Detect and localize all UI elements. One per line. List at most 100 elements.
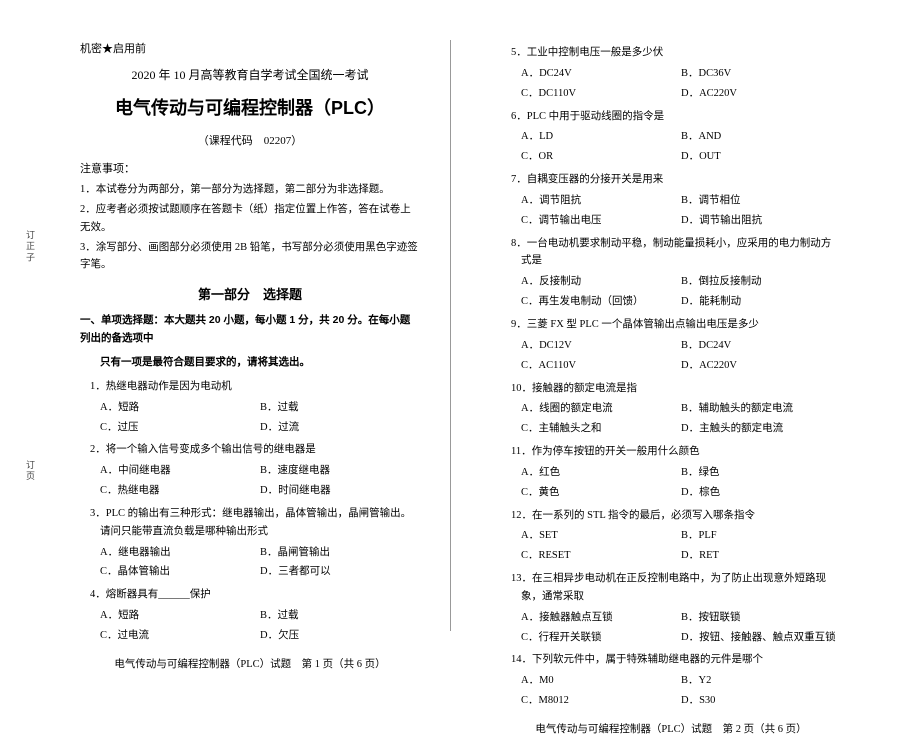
q8-opts: A．反接制动 B．倒拉反接制动 C．再生发电制动（回馈） D．能耗制动 bbox=[521, 272, 841, 312]
q13-opts: A．接触器触点互锁 B．按钮联锁 C．行程开关联锁 D．按钮、接触器、触点双重互… bbox=[521, 608, 841, 648]
q1-opts: A．短路 B．过载 C．过压 D．过流 bbox=[100, 398, 420, 438]
q12-opt: D．RET bbox=[681, 547, 841, 565]
q4-opt: B．过载 bbox=[260, 607, 420, 625]
q9-opt: B．DC24V bbox=[681, 337, 841, 355]
q8-opt: A．反接制动 bbox=[521, 273, 681, 291]
q13-opt: B．按钮联锁 bbox=[681, 609, 841, 627]
q2-stem: 2．将一个输入信号变成多个输出信号的继电器是 bbox=[90, 441, 420, 459]
q5-opt: B．DC36V bbox=[681, 65, 841, 83]
q7-opt: A．调节阻抗 bbox=[521, 192, 681, 210]
q12-opt: C．RESET bbox=[521, 547, 681, 565]
q5-opt: A．DC24V bbox=[521, 65, 681, 83]
q10-opt: A．线圈的额定电流 bbox=[521, 400, 681, 418]
footer-page1: 电气传动与可编程控制器（PLC）试题 第 1 页（共 6 页） bbox=[80, 656, 420, 674]
section-desc-line1: 一、单项选择题：本大题共 20 小题，每小题 1 分，共 20 分。在每小题列出… bbox=[80, 312, 420, 348]
q7-opt: C．调节输出电压 bbox=[521, 212, 681, 230]
section-desc-line2: 只有一项是最符合题目要求的，请将其选出。 bbox=[80, 354, 420, 372]
q8-stem: 8．一台电动机要求制动平稳，制动能量损耗小，应采用的电力制动方式是 bbox=[511, 235, 841, 271]
side-mark-1: 订 正 子 bbox=[24, 230, 37, 262]
q5-stem: 5．工业中控制电压一般是多少伏 bbox=[511, 44, 841, 62]
q10-opt: B．辅助触头的额定电流 bbox=[681, 400, 841, 418]
q6-opt: B．AND bbox=[681, 128, 841, 146]
q10-opt: C．主辅触头之和 bbox=[521, 420, 681, 438]
q3-stem: 3．PLC 的输出有三种形式：继电器输出，晶体管输出，晶闸管输出。请问只能带直流… bbox=[90, 505, 420, 541]
q4-opt: D．欠压 bbox=[260, 627, 420, 645]
q7-stem: 7．自耦变压器的分接开关是用来 bbox=[511, 171, 841, 189]
q14-opt: A．M0 bbox=[521, 672, 681, 690]
q6-opts: A．LD B．AND C．OR D．OUT bbox=[521, 127, 841, 167]
q3-opts: A．继电器输出 B．晶闸管输出 C．晶体管输出 D．三者都可以 bbox=[100, 543, 420, 583]
q9-opt: A．DC12V bbox=[521, 337, 681, 355]
q6-stem: 6．PLC 中用于驱动线圈的指令是 bbox=[511, 108, 841, 126]
sheet: 订 正 子 订 页 机密★启用前 2020 年 10 月高等教育自学考试全国统一… bbox=[0, 0, 920, 651]
q8-opt: C．再生发电制动（回馈） bbox=[521, 293, 681, 311]
q2-opt: C．热继电器 bbox=[100, 482, 260, 500]
q10-stem: 10．接触器的额定电流是指 bbox=[511, 380, 841, 398]
q6-opt: A．LD bbox=[521, 128, 681, 146]
q2-opts: A．中间继电器 B．速度继电器 C．热继电器 D．时间继电器 bbox=[100, 461, 420, 501]
q14-stem: 14．下列软元件中，属于特殊辅助继电器的元件是哪个 bbox=[511, 651, 841, 669]
q14-opt: D．S30 bbox=[681, 692, 841, 710]
q11-opt: C．黄色 bbox=[521, 484, 681, 502]
q4-opts: A．短路 B．过载 C．过电流 D．欠压 bbox=[100, 606, 420, 646]
q9-opt: C．AC110V bbox=[521, 357, 681, 375]
q12-opt: A．SET bbox=[521, 527, 681, 545]
notice-item: 1．本试卷分为两部分，第一部分为选择题，第二部分为非选择题。 bbox=[80, 181, 420, 199]
q2-opt: B．速度继电器 bbox=[260, 462, 420, 480]
side-mark-2: 订 页 bbox=[24, 460, 37, 480]
q10-opt: D．主触头的额定电流 bbox=[681, 420, 841, 438]
q10-opts: A．线圈的额定电流 B．辅助触头的额定电流 C．主辅触头之和 D．主触头的额定电… bbox=[521, 399, 841, 439]
q13-opt: D．按钮、接触器、触点双重互锁 bbox=[681, 629, 841, 647]
q6-opt: C．OR bbox=[521, 148, 681, 166]
q11-opts: A．红色 B．绿色 C．黄色 D．棕色 bbox=[521, 463, 841, 503]
notice-item: 2．应考者必须按试题顺序在答题卡（纸）指定位置上作答，答在试卷上无效。 bbox=[80, 201, 420, 237]
q12-stem: 12．在一系列的 STL 指令的最后，必须写入哪条指令 bbox=[511, 507, 841, 525]
q4-opt: C．过电流 bbox=[100, 627, 260, 645]
q13-stem: 13．在三相异步电动机在正反控制电路中，为了防止出现意外短路现象，通常采取 bbox=[511, 570, 841, 606]
q4-stem: 4．熔断器具有______保护 bbox=[90, 586, 420, 604]
q13-opt: C．行程开关联锁 bbox=[521, 629, 681, 647]
q9-opt: D．AC220V bbox=[681, 357, 841, 375]
q11-opt: B．绿色 bbox=[681, 464, 841, 482]
q4-opt: A．短路 bbox=[100, 607, 260, 625]
page-1: 机密★启用前 2020 年 10 月高等教育自学考试全国统一考试 电气传动与可编… bbox=[50, 30, 450, 641]
q1-opt-c: C．过压 bbox=[100, 419, 260, 437]
q5-opt: C．DC110V bbox=[521, 85, 681, 103]
q1-stem: 1．热继电器动作是因为电动机 bbox=[90, 378, 420, 396]
q2-opt: A．中间继电器 bbox=[100, 462, 260, 480]
q9-opts: A．DC12V B．DC24V C．AC110V D．AC220V bbox=[521, 336, 841, 376]
q1-opt-a: A．短路 bbox=[100, 399, 260, 417]
q11-stem: 11．作为停车按钮的开关一般用什么颜色 bbox=[511, 443, 841, 461]
q11-opt: D．棕色 bbox=[681, 484, 841, 502]
page-gutter bbox=[450, 40, 471, 631]
notice-head: 注意事项： bbox=[80, 160, 420, 179]
q3-opt: B．晶闸管输出 bbox=[260, 544, 420, 562]
q6-opt: D．OUT bbox=[681, 148, 841, 166]
q7-opts: A．调节阻抗 B．调节相位 C．调节输出电压 D．调节输出阻抗 bbox=[521, 191, 841, 231]
q7-opt: D．调节输出阻抗 bbox=[681, 212, 841, 230]
q12-opts: A．SET B．PLF C．RESET D．RET bbox=[521, 526, 841, 566]
exam-header: 2020 年 10 月高等教育自学考试全国统一考试 bbox=[80, 65, 420, 85]
q1-opt-d: D．过流 bbox=[260, 419, 420, 437]
q13-opt: A．接触器触点互锁 bbox=[521, 609, 681, 627]
q3-opt: A．继电器输出 bbox=[100, 544, 260, 562]
binding-margin: 订 正 子 订 页 bbox=[10, 30, 50, 641]
q5-opt: D．AC220V bbox=[681, 85, 841, 103]
part-title: 第一部分 选择题 bbox=[80, 284, 420, 306]
course-code: （课程代码 02207） bbox=[80, 132, 420, 151]
q12-opt: B．PLF bbox=[681, 527, 841, 545]
q3-opt: C．晶体管输出 bbox=[100, 563, 260, 581]
q14-opt: C．M8012 bbox=[521, 692, 681, 710]
q5-opts: A．DC24V B．DC36V C．DC110V D．AC220V bbox=[521, 64, 841, 104]
q3-opt: D．三者都可以 bbox=[260, 563, 420, 581]
q8-opt: B．倒拉反接制动 bbox=[681, 273, 841, 291]
q2-opt: D．时间继电器 bbox=[260, 482, 420, 500]
q7-opt: B．调节相位 bbox=[681, 192, 841, 210]
q8-opt: D．能耗制动 bbox=[681, 293, 841, 311]
footer-page2: 电气传动与可编程控制器（PLC）试题 第 2 页（共 6 页） bbox=[501, 721, 841, 739]
page-2: 5．工业中控制电压一般是多少伏 A．DC24V B．DC36V C．DC110V… bbox=[471, 30, 871, 641]
notice-item: 3．涂写部分、画图部分必须使用 2B 铅笔，书写部分必须使用黑色字迹签字笔。 bbox=[80, 239, 420, 275]
q14-opts: A．M0 B．Y2 C．M8012 D．S30 bbox=[521, 671, 841, 711]
q14-opt: B．Y2 bbox=[681, 672, 841, 690]
q9-stem: 9．三菱 FX 型 PLC 一个晶体管输出点输出电压是多少 bbox=[511, 316, 841, 334]
